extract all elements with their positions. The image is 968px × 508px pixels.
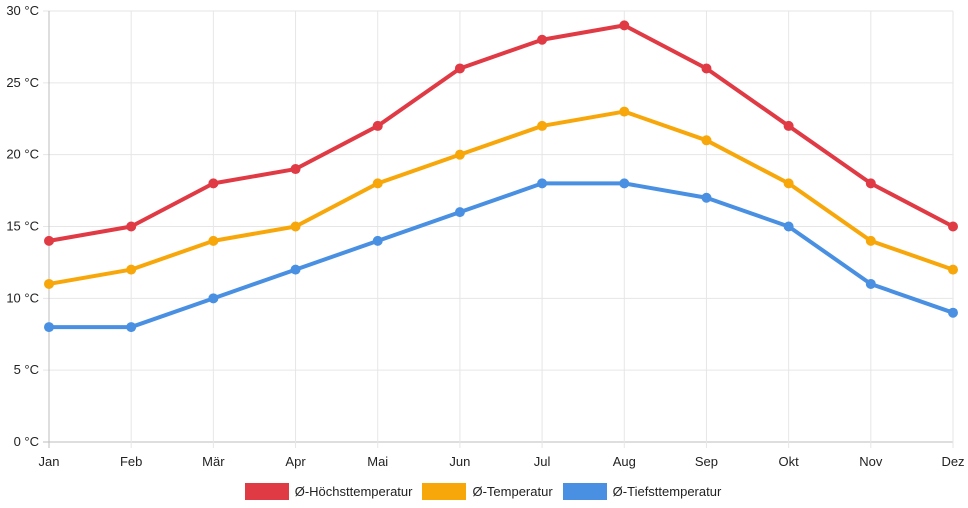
- data-point[interactable]: [619, 20, 630, 31]
- x-tick-label: Dez: [941, 454, 964, 469]
- data-point[interactable]: [701, 135, 712, 146]
- legend-item-max[interactable]: Ø-Höchsttemperatur: [244, 482, 413, 500]
- data-point[interactable]: [208, 178, 219, 189]
- x-tick-label: Mär: [202, 454, 225, 469]
- data-point[interactable]: [948, 221, 958, 232]
- data-point[interactable]: [126, 264, 137, 275]
- data-point[interactable]: [701, 63, 712, 74]
- data-point[interactable]: [44, 322, 54, 333]
- x-tick-label: Nov: [859, 454, 883, 469]
- y-axis-ticks: 0 °C 5 °C 10 °C 15 °C 20 °C 25 °C 30 °C: [6, 3, 39, 449]
- data-point[interactable]: [454, 207, 465, 218]
- data-point[interactable]: [372, 120, 383, 131]
- x-tick-label: Sep: [695, 454, 718, 469]
- series-1: [44, 106, 958, 289]
- data-point[interactable]: [208, 235, 219, 246]
- data-point[interactable]: [948, 307, 958, 318]
- data-point[interactable]: [290, 164, 301, 175]
- legend-swatch-min: [562, 482, 607, 500]
- data-point[interactable]: [44, 235, 54, 246]
- series-2: [44, 178, 958, 333]
- y-tick-label: 5 °C: [14, 362, 39, 377]
- legend-label-avg: Ø-Temperatur: [472, 483, 553, 499]
- data-point[interactable]: [126, 221, 137, 232]
- y-tick-label: 0 °C: [14, 434, 39, 449]
- series-0: [44, 20, 958, 246]
- data-point[interactable]: [372, 178, 383, 189]
- data-point[interactable]: [126, 322, 137, 333]
- data-point[interactable]: [783, 120, 794, 131]
- x-tick-label: Okt: [779, 454, 800, 469]
- data-point[interactable]: [948, 264, 958, 275]
- data-point[interactable]: [44, 278, 54, 289]
- legend-item-avg[interactable]: Ø-Temperatur: [422, 482, 553, 500]
- legend-swatch-max: [244, 482, 289, 500]
- series-line: [47, 181, 955, 330]
- chart-plot: 0 °C 5 °C 10 °C 15 °C 20 °C 25 °C 30 °C Jan Feb…: [6, 3, 965, 469]
- data-point[interactable]: [865, 278, 876, 289]
- legend-label-min: Ø-Tiefsttemperatur: [612, 483, 722, 499]
- x-tick-label: Jun: [449, 454, 470, 469]
- data-point[interactable]: [619, 178, 630, 189]
- data-point[interactable]: [783, 221, 794, 232]
- data-point[interactable]: [537, 34, 548, 45]
- data-point[interactable]: [537, 120, 548, 131]
- y-tick-label: 25 °C: [6, 75, 39, 90]
- legend-label-max: Ø-Höchsttemperatur: [294, 483, 413, 499]
- x-tick-label: Feb: [120, 454, 142, 469]
- x-tick-label: Apr: [285, 454, 306, 469]
- x-tick-label: Jul: [534, 454, 551, 469]
- data-point[interactable]: [619, 106, 630, 117]
- data-point[interactable]: [865, 178, 876, 189]
- data-point[interactable]: [783, 178, 794, 189]
- series-line: [47, 23, 955, 243]
- data-point[interactable]: [208, 293, 219, 304]
- x-tick-label: Jan: [39, 454, 60, 469]
- legend-item-min[interactable]: Ø-Tiefsttemperatur: [562, 482, 722, 500]
- data-point[interactable]: [290, 221, 301, 232]
- data-point[interactable]: [865, 235, 876, 246]
- grid-layer: [43, 10, 954, 448]
- data-point[interactable]: [701, 192, 712, 203]
- y-tick-label: 10 °C: [6, 290, 39, 305]
- x-tick-label: Mai: [367, 454, 388, 469]
- y-tick-label: 20 °C: [6, 147, 39, 162]
- data-point[interactable]: [454, 149, 465, 160]
- data-point[interactable]: [290, 264, 301, 275]
- x-tick-label: Aug: [613, 454, 636, 469]
- legend-swatch-avg: [422, 482, 467, 500]
- series-line: [47, 109, 955, 286]
- data-point[interactable]: [454, 63, 465, 74]
- series-layer: [44, 20, 958, 333]
- y-tick-label: 30 °C: [6, 3, 39, 18]
- x-axis-ticks: Jan Feb Mär Apr Mai Jun Jul Aug Sep Okt Nov Dez: [39, 454, 965, 469]
- data-point[interactable]: [537, 178, 548, 189]
- data-point[interactable]: [372, 235, 383, 246]
- chart-legend: Ø-Höchsttemperatur Ø-Temperatur Ø-Tiefst…: [0, 480, 968, 502]
- y-tick-label: 15 °C: [6, 219, 39, 234]
